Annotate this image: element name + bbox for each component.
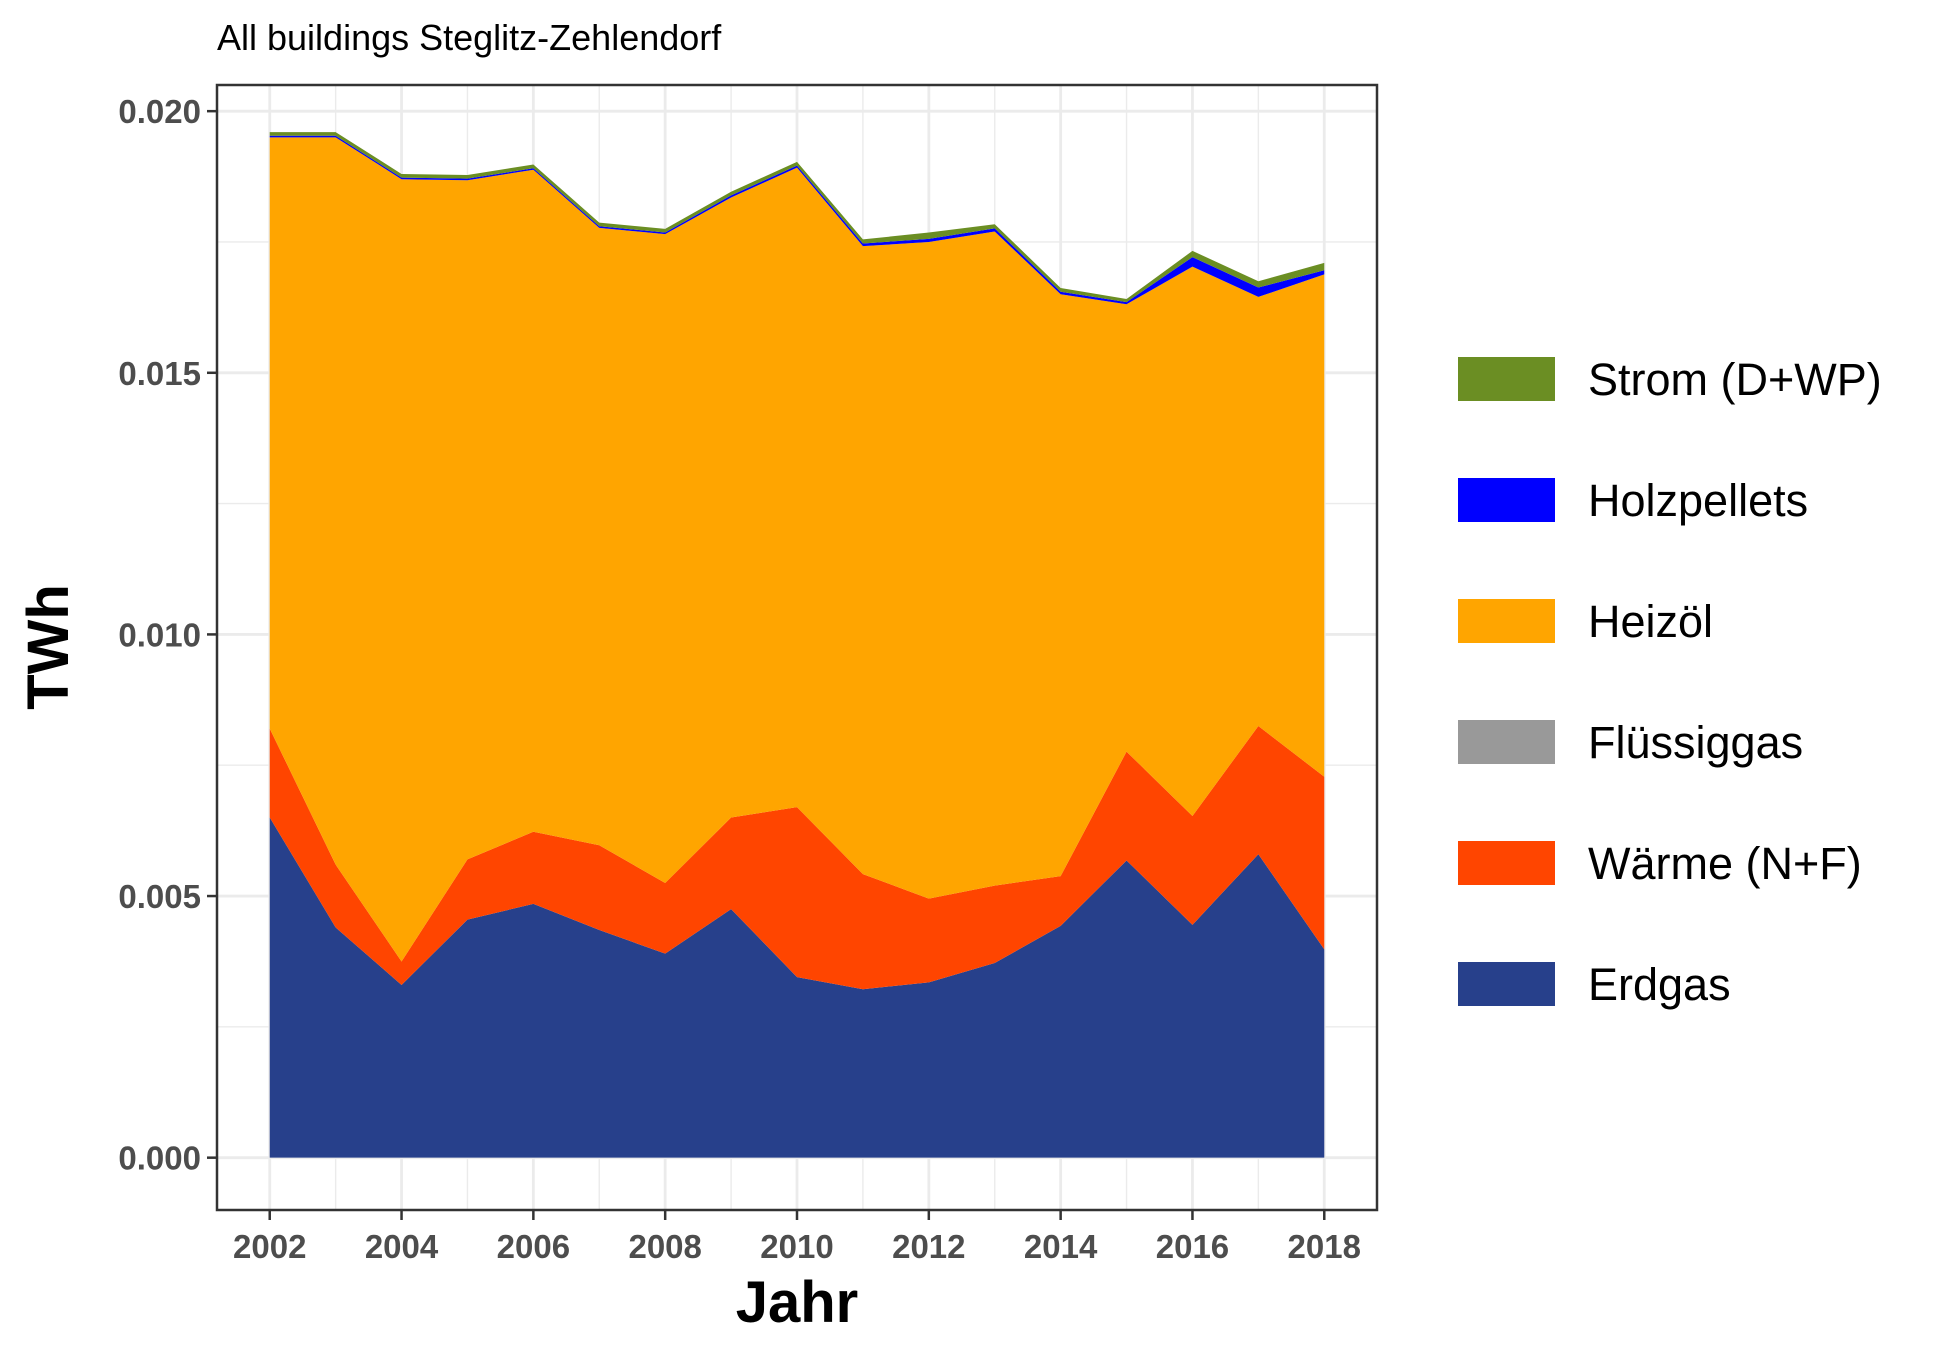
legend-label-holzpellets: Holzpellets — [1588, 475, 1808, 526]
legend-label-strom-d-wp: Strom (D+WP) — [1588, 354, 1882, 405]
area-erdgas — [269, 817, 1325, 1158]
legend-swatch-flüssiggas — [1458, 720, 1555, 764]
legend-swatch-heizöl — [1458, 599, 1555, 643]
x-tick-label: 2018 — [1288, 1228, 1361, 1265]
x-tick-label: 2004 — [365, 1228, 439, 1265]
area-wärme-n-f — [269, 725, 1325, 990]
legend-swatch-wärme-n-f — [1458, 841, 1555, 885]
y-tick-label: 0.005 — [118, 878, 201, 915]
y-tick-label: 0.010 — [118, 616, 201, 653]
y-tick-label: 0.000 — [118, 1140, 201, 1177]
y-axis: 0.000 0.005 0.010 0.015 0.020 — [118, 93, 217, 1177]
legend-label-flüssiggas: Flüssiggas — [1588, 717, 1803, 768]
chart-title: All buildings Steglitz-Zehlendorf — [217, 17, 722, 58]
area-heizöl — [269, 137, 1325, 962]
legend-swatch-erdgas — [1458, 962, 1555, 1006]
legend-label-erdgas: Erdgas — [1588, 959, 1731, 1010]
x-axis-title: Jahr — [736, 1270, 859, 1335]
x-tick-label: 2012 — [892, 1228, 965, 1265]
x-tick-label: 2010 — [760, 1228, 833, 1265]
y-tick-label: 0.020 — [118, 93, 201, 130]
x-tick-label: 2014 — [1024, 1228, 1098, 1265]
y-tick-label: 0.015 — [118, 355, 201, 392]
stacked-areas — [269, 132, 1325, 1158]
x-tick-label: 2016 — [1156, 1228, 1229, 1265]
legend-label-heizöl: Heizöl — [1588, 596, 1713, 647]
legend-swatch-holzpellets — [1458, 478, 1555, 522]
legend-label-wärme-n-f: Wärme (N+F) — [1588, 838, 1862, 889]
legend: Strom (D+WP) Holzpellets Heizöl Flüssiggas W… — [1458, 354, 1882, 1010]
x-tick-label: 2002 — [233, 1228, 306, 1265]
y-axis-title: TWh — [16, 584, 81, 710]
x-tick-label: 2006 — [497, 1228, 570, 1265]
x-axis: 2002 2004 2006 2008 2010 2012 2014 2016 2018 — [233, 1210, 1361, 1265]
x-tick-label: 2008 — [628, 1228, 701, 1265]
legend-swatch-strom-d-wp — [1458, 357, 1555, 401]
